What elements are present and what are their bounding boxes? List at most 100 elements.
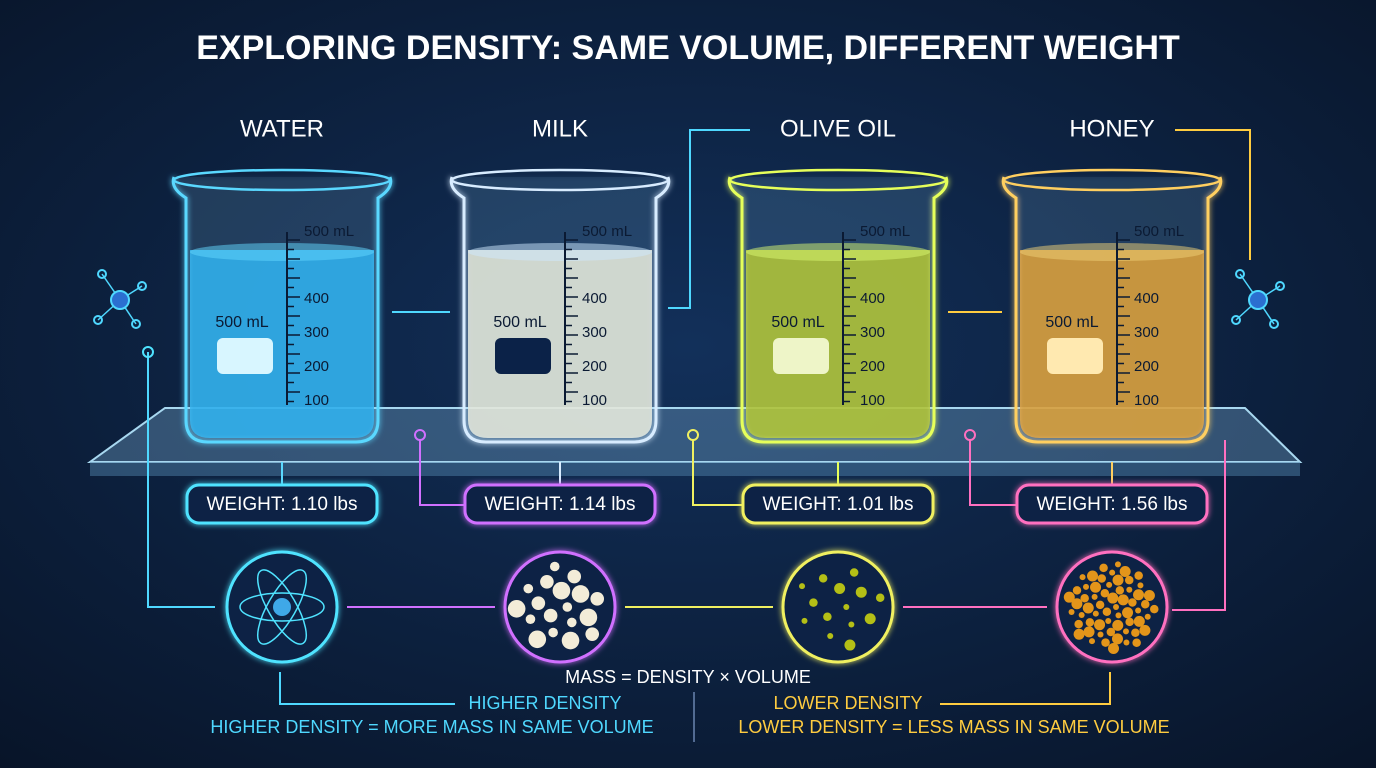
beaker-rim	[1002, 168, 1222, 192]
particle	[1092, 610, 1099, 617]
particle	[1107, 592, 1119, 604]
scale-label: 200	[582, 358, 607, 375]
particle	[525, 614, 536, 624]
connector	[419, 440, 465, 506]
particle	[1124, 575, 1134, 585]
weight: WEIGHT: 1.14 lbs	[485, 494, 636, 515]
particle	[561, 631, 580, 650]
particle	[1133, 589, 1145, 601]
particle	[1091, 593, 1098, 600]
particle	[1144, 613, 1151, 620]
particle	[1068, 609, 1075, 616]
particle	[1078, 611, 1085, 618]
molecule-atom	[1275, 281, 1285, 291]
connector	[692, 440, 743, 506]
particle	[1073, 628, 1085, 640]
particle	[1150, 604, 1159, 614]
particle	[552, 581, 571, 600]
molecule-atom	[131, 319, 141, 329]
volume-label: 500 mL	[1045, 314, 1098, 331]
particle	[1083, 583, 1090, 590]
scale-label: 400	[582, 290, 607, 307]
particle	[528, 630, 547, 649]
particle-view	[781, 550, 895, 664]
connector	[1172, 440, 1226, 611]
particle	[1141, 599, 1150, 609]
particle	[1133, 615, 1145, 627]
particle	[1072, 586, 1082, 595]
scale-label: 300	[582, 324, 607, 341]
particle	[1080, 594, 1089, 603]
scale-label: 500 mL	[1134, 223, 1184, 240]
particle	[567, 569, 582, 584]
particle	[1135, 607, 1142, 614]
molecule-core	[110, 290, 130, 310]
particle	[1100, 588, 1110, 598]
scale-label: 100	[582, 392, 607, 409]
particle	[1095, 600, 1105, 610]
particle	[834, 582, 846, 594]
weight: WEIGHT: 1.10 lbs	[207, 494, 358, 515]
scale-label: 300	[860, 324, 885, 341]
beaker	[727, 176, 949, 444]
particle	[1122, 628, 1129, 635]
scale-label: 500 mL	[304, 223, 354, 240]
particle	[1083, 626, 1095, 638]
particle	[571, 585, 590, 603]
molecule-atom	[137, 281, 147, 291]
molecule-atom	[1235, 269, 1245, 279]
particle	[1102, 607, 1112, 616]
beaker-name: OLIVE OIL	[780, 115, 896, 142]
particle	[1125, 617, 1134, 627]
particle	[548, 627, 558, 638]
connector	[1175, 129, 1251, 260]
particle	[1105, 617, 1112, 624]
particle	[1115, 586, 1125, 595]
higher-label: HIGHER DENSITY	[468, 693, 621, 713]
volume-label: 500 mL	[493, 314, 546, 331]
label-tag	[773, 338, 829, 374]
beaker-name: HONEY	[1069, 115, 1154, 142]
orbit	[257, 569, 307, 645]
beaker-rim	[450, 168, 670, 192]
scale-label: 400	[304, 290, 329, 307]
lower-arrow	[940, 672, 1111, 705]
volume-label: 500 mL	[215, 314, 268, 331]
particle	[801, 617, 808, 624]
label-tag	[495, 338, 551, 374]
beaker	[449, 176, 671, 444]
scale-label: 100	[1134, 392, 1159, 409]
molecule-atom	[93, 315, 103, 325]
particle	[1119, 565, 1131, 577]
particle	[1109, 569, 1116, 576]
beaker-name: MILK	[532, 115, 588, 142]
beaker	[171, 176, 393, 444]
particle	[1063, 591, 1075, 603]
particle	[1111, 633, 1123, 645]
particle	[1112, 574, 1124, 586]
particle	[1085, 618, 1095, 627]
particle	[579, 608, 598, 627]
particle	[543, 608, 558, 623]
particle	[875, 593, 885, 602]
scale-label: 100	[304, 392, 329, 409]
particle	[507, 599, 526, 618]
scale-label: 500 mL	[860, 223, 910, 240]
beaker-rim	[728, 168, 948, 192]
weight: WEIGHT: 1.56 lbs	[1037, 494, 1188, 515]
particle	[531, 596, 546, 610]
scale-label: 500 mL	[582, 223, 632, 240]
particle	[540, 574, 554, 589]
particle	[562, 602, 573, 612]
particle	[549, 561, 560, 572]
connector-dot	[142, 346, 154, 358]
scale-label: 400	[1134, 290, 1159, 307]
particle	[1094, 619, 1106, 631]
particle	[1132, 638, 1141, 648]
particle	[799, 583, 806, 590]
scale-label: 100	[860, 392, 885, 409]
particle	[1106, 627, 1116, 637]
scale-label: 200	[860, 358, 885, 375]
beaker-name: WATER	[240, 115, 324, 142]
layer: WATER 500 mL 400 300 200 100 500 mL WEIGHT: 1.1…	[93, 115, 1285, 664]
